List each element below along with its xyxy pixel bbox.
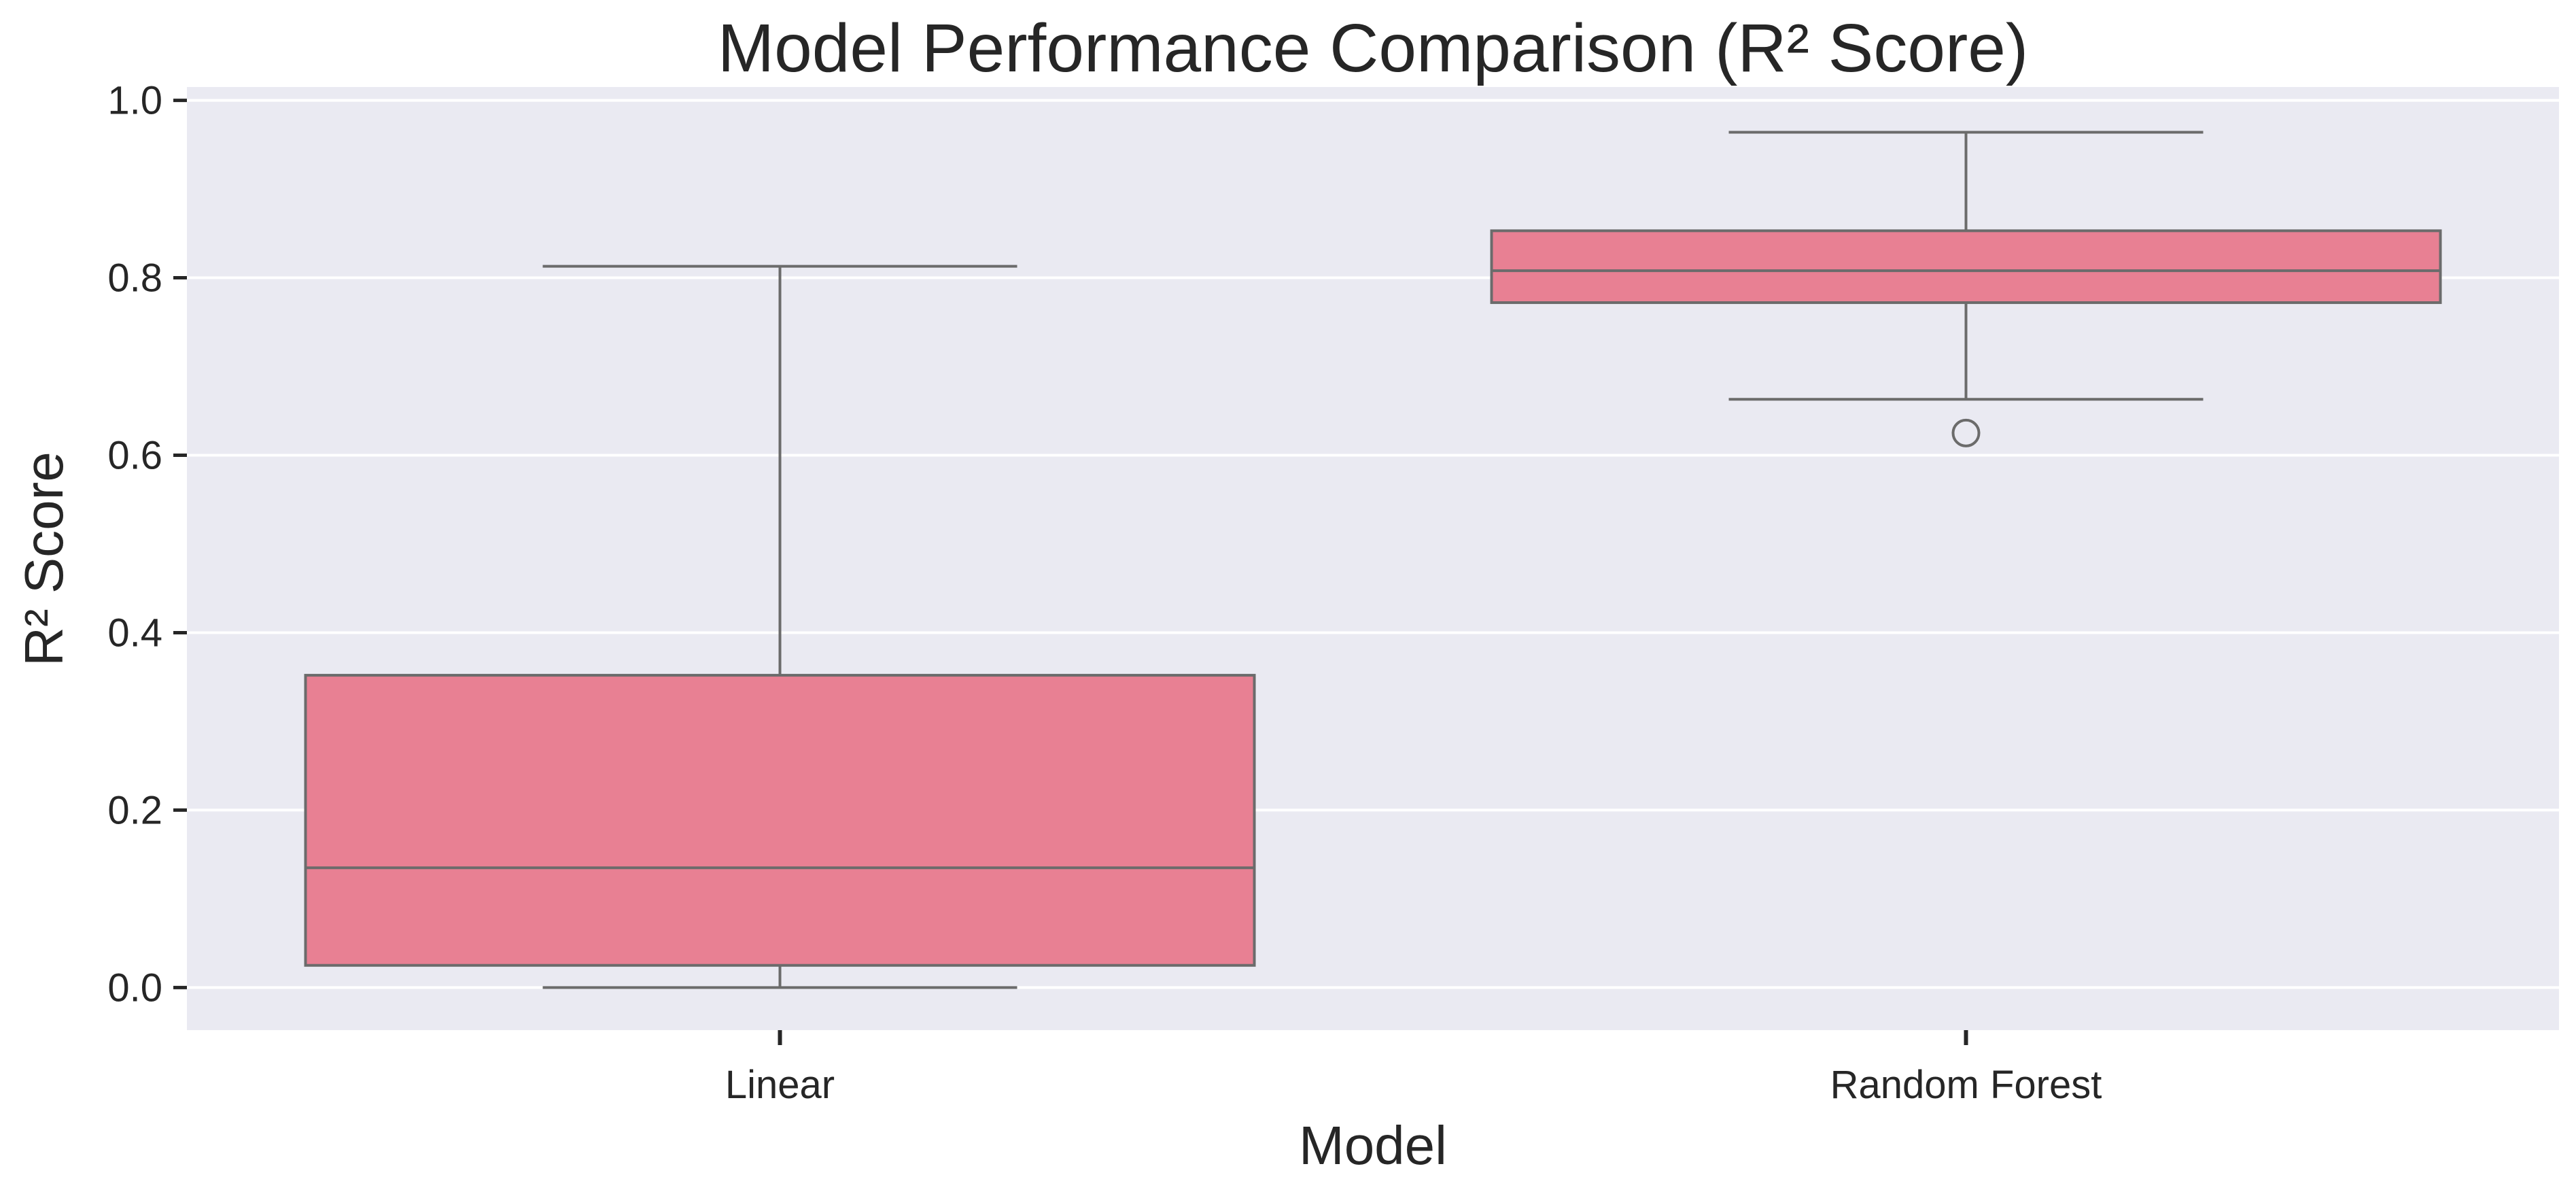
y-tick-label: 0.6 xyxy=(107,433,162,477)
y-tick-label: 0.0 xyxy=(107,966,162,1010)
x-tick-label: Random Forest xyxy=(1830,1063,2102,1107)
boxes xyxy=(304,131,2442,989)
box-iqr xyxy=(1490,229,2442,305)
y-tick-label: 0.2 xyxy=(107,788,162,832)
chart-title: Model Performance Comparison (R² Score) xyxy=(718,10,2028,86)
y-axis-label: R² Score xyxy=(14,451,74,666)
box-random-forest xyxy=(1490,131,2442,447)
x-tick-label: Linear xyxy=(725,1063,835,1107)
y-tick-label: 0.8 xyxy=(107,256,162,301)
x-axis-label: Model xyxy=(1299,1115,1447,1176)
box-linear xyxy=(304,265,1256,989)
y-tick-label: 0.4 xyxy=(107,611,162,655)
y-axis: 0.0 0.2 0.4 0.6 0.8 1.0 xyxy=(107,79,187,1010)
outlier-point xyxy=(1951,418,1981,447)
y-tick-label: 1.0 xyxy=(107,79,162,123)
box-iqr xyxy=(304,674,1256,967)
x-axis: Linear Random Forest xyxy=(725,1030,2102,1107)
